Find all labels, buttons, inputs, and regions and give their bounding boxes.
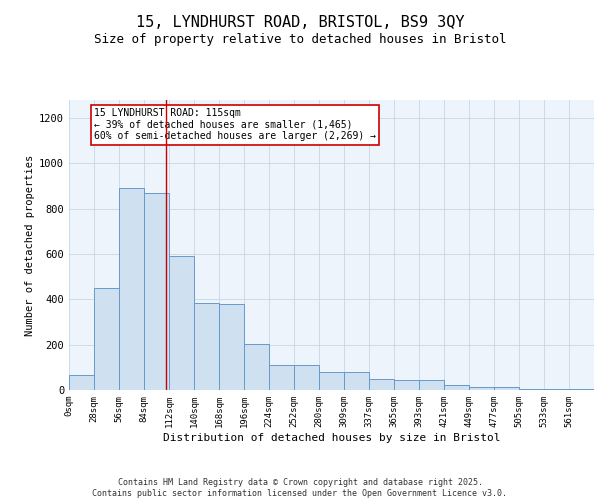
Bar [244,344,269,390]
Bar [344,372,369,390]
X-axis label: Distribution of detached houses by size in Bristol: Distribution of detached houses by size … [163,432,500,442]
Bar [419,380,444,390]
Bar [119,188,144,390]
Bar [144,193,169,390]
Bar [469,386,494,390]
Bar [494,386,519,390]
Bar [394,380,419,390]
Text: Size of property relative to detached houses in Bristol: Size of property relative to detached ho… [94,32,506,46]
Bar [294,365,319,390]
Bar [169,256,194,390]
Bar [444,386,469,390]
Bar [369,378,394,390]
Bar [194,303,219,390]
Text: Contains HM Land Registry data © Crown copyright and database right 2025.
Contai: Contains HM Land Registry data © Crown c… [92,478,508,498]
Y-axis label: Number of detached properties: Number of detached properties [25,154,35,336]
Bar [519,389,544,390]
Bar [94,288,119,390]
Bar [544,389,569,390]
Bar [569,389,594,390]
Bar [219,304,244,390]
Text: 15, LYNDHURST ROAD, BRISTOL, BS9 3QY: 15, LYNDHURST ROAD, BRISTOL, BS9 3QY [136,15,464,30]
Bar [69,376,94,390]
Bar [319,372,344,390]
Bar [269,365,294,390]
Text: 15 LYNDHURST ROAD: 115sqm
← 39% of detached houses are smaller (1,465)
60% of se: 15 LYNDHURST ROAD: 115sqm ← 39% of detac… [94,108,376,141]
